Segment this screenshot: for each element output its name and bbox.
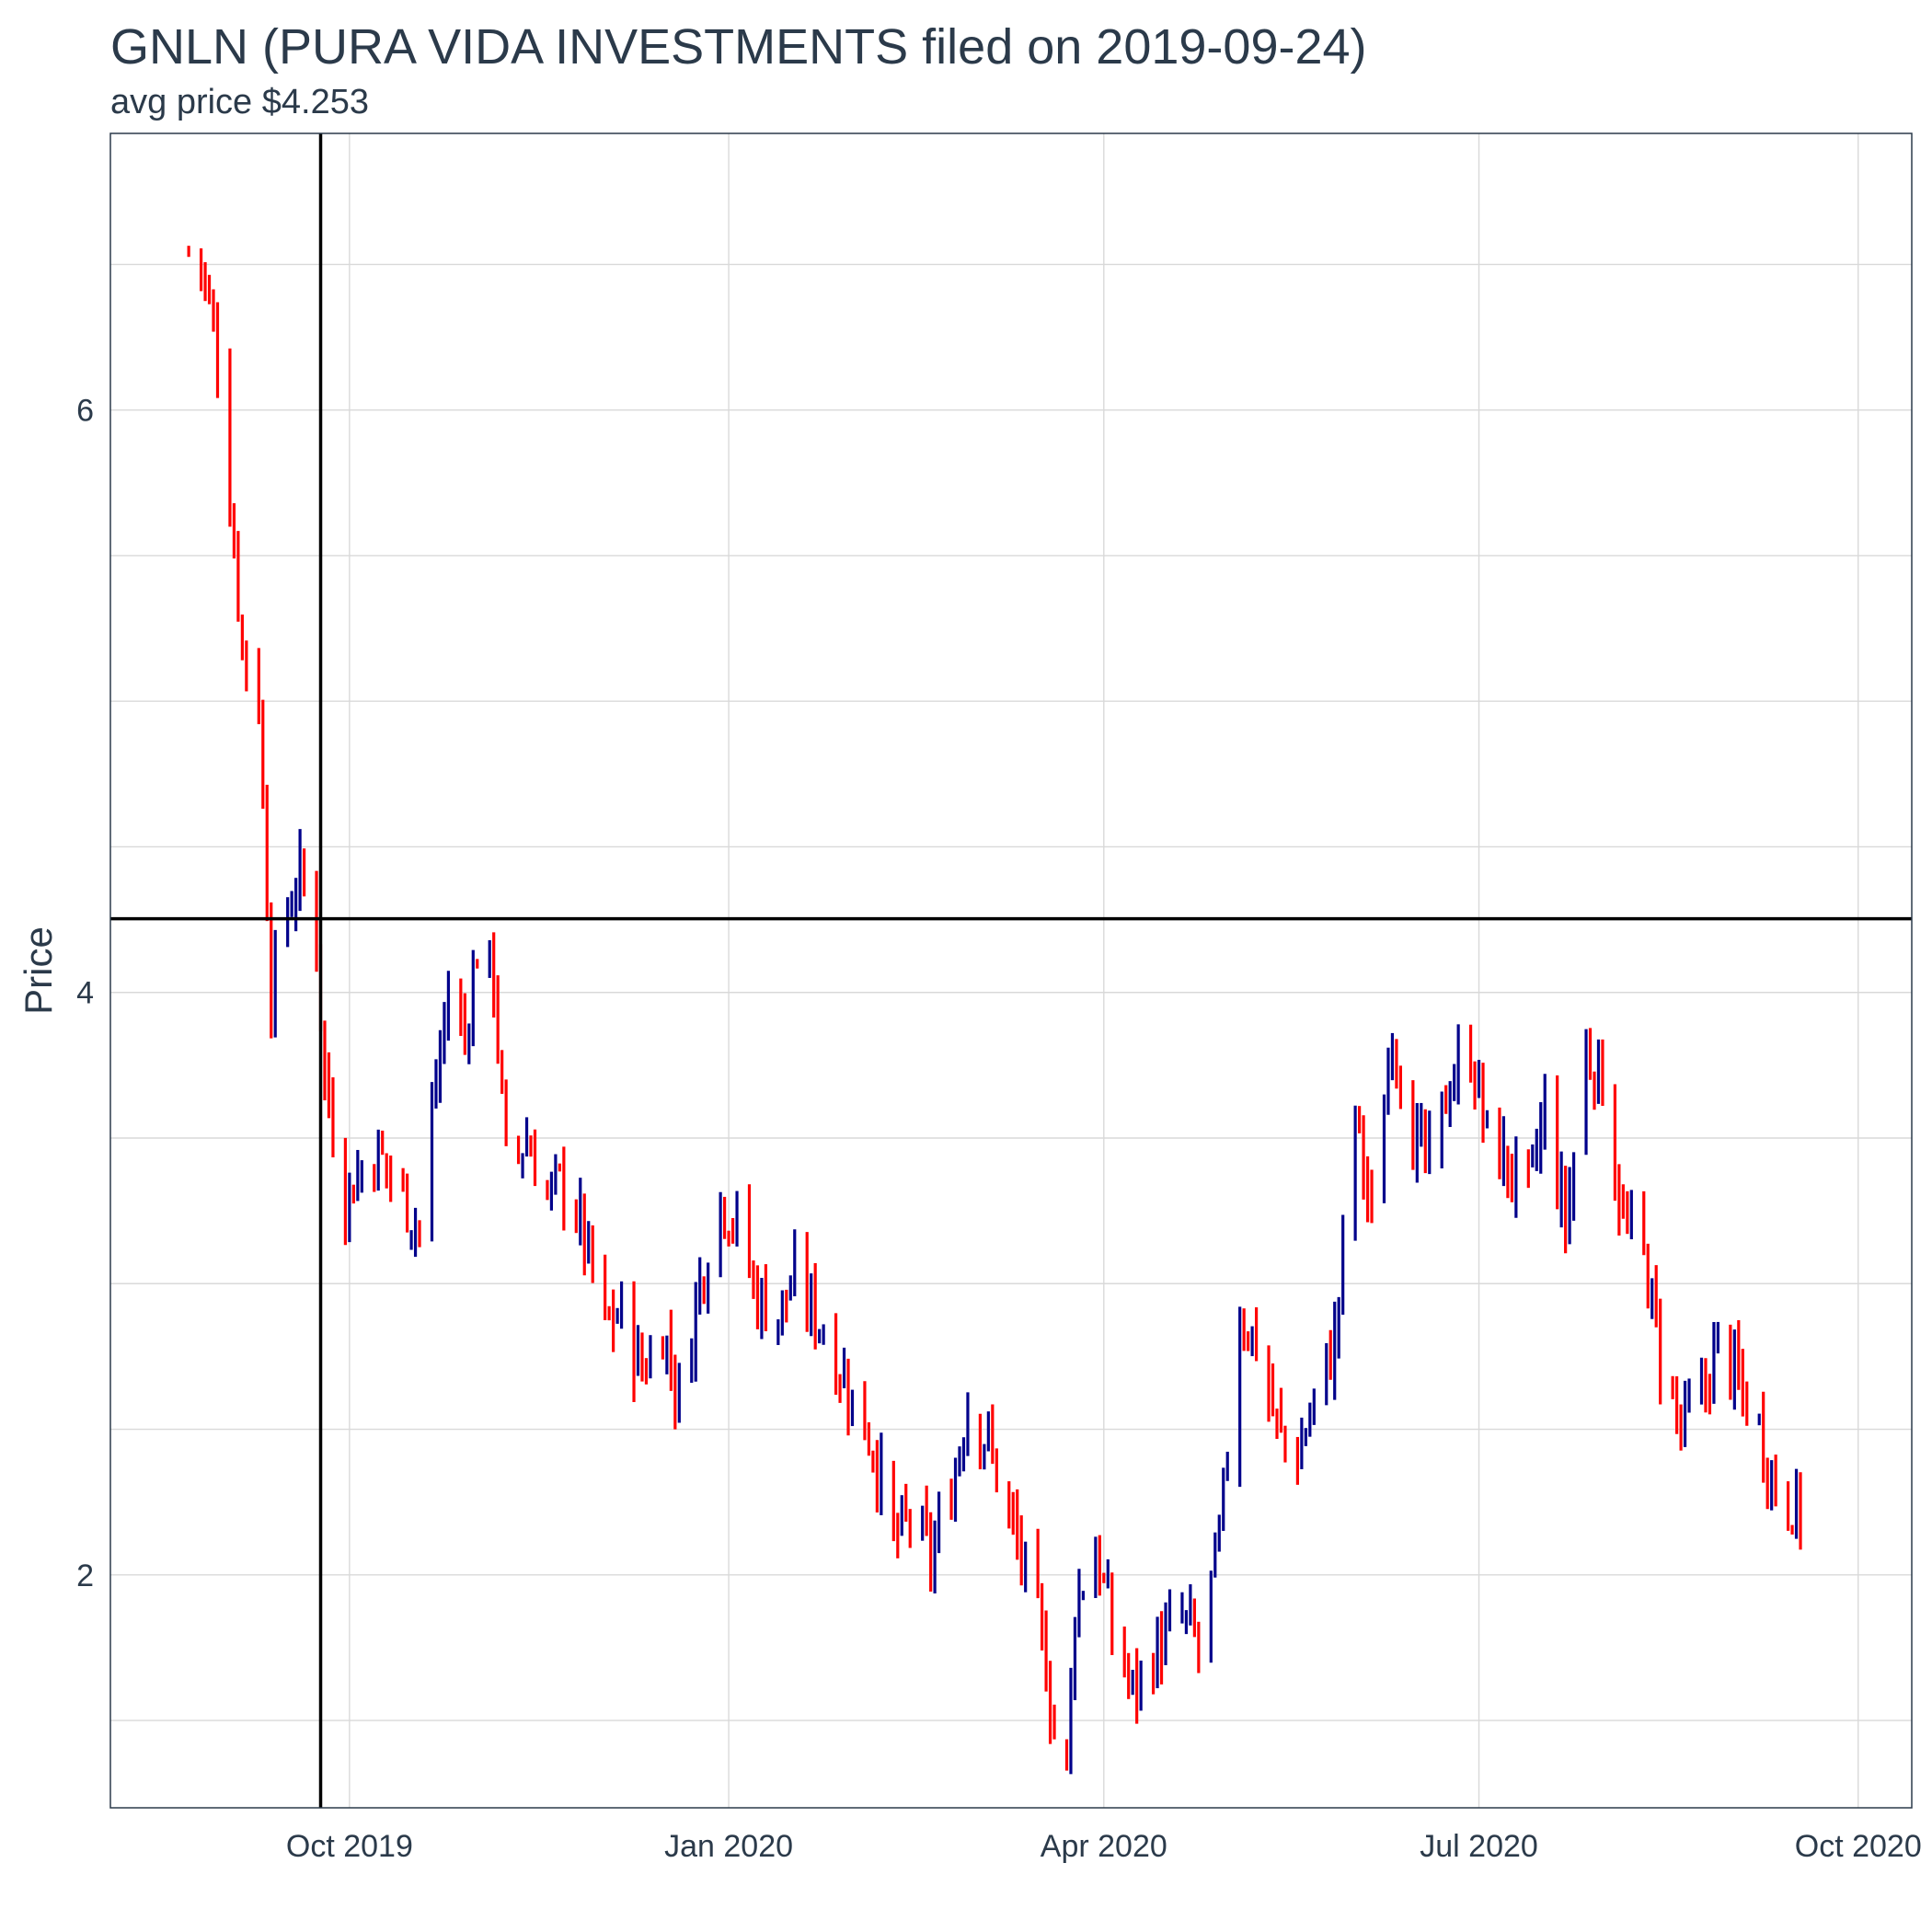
plot-panel-border: [109, 132, 1913, 1809]
x-tick-label: Jul 2020: [1420, 1829, 1538, 1864]
reference-lines-layer: [110, 133, 1912, 1808]
chart-title: GNLN (PURA VIDA INVESTMENTS filed on 201…: [110, 19, 1367, 75]
axis-layer: 2 4 6 Oct 2019 Jan 2020 Apr 2020 Jul 2020 Oct 2…: [17, 132, 1922, 1864]
y-tick-label: 2: [76, 1558, 94, 1593]
x-tick-label: Jan 2020: [664, 1829, 793, 1864]
y-axis-label: Price: [17, 926, 60, 1015]
x-tick-label: Oct 2019: [286, 1829, 413, 1864]
chart-subtitle: avg price $4.253: [110, 83, 369, 121]
grid-layer: [110, 133, 1912, 1808]
ohlc-bars-layer: [187, 246, 1802, 1775]
y-tick-label: 4: [76, 976, 94, 1011]
y-tick-label: 6: [76, 394, 94, 429]
x-tick-label: Apr 2020: [1041, 1829, 1167, 1864]
x-tick-label: Oct 2020: [1795, 1829, 1922, 1864]
